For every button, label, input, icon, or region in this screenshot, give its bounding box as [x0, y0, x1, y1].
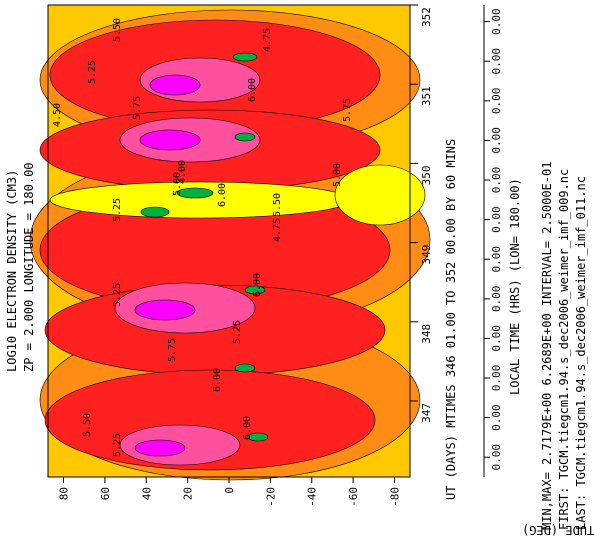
core-green: [232, 52, 258, 62]
lt-tick-label: 0.00: [490, 444, 503, 471]
last-file-text: LAST: TGCM.tiegcm1.94.s_dec2006_weimer_i…: [574, 175, 588, 530]
contour-label: 6.00: [247, 78, 258, 102]
contour-label: 5.00: [332, 163, 343, 187]
first-file-text: FIRST: TGCM.tiegcm1.94.s_dec2006_weimer_…: [557, 168, 571, 530]
contour-label: 6.00: [217, 183, 228, 207]
lat-tick-label: -80: [388, 487, 401, 507]
lt-tick-label: 0.00: [490, 365, 503, 392]
band-magenta: [139, 129, 201, 151]
lat-tick-label: 20: [182, 487, 195, 500]
lt-tick-label: 0.00: [490, 88, 503, 115]
band-yellow: [334, 164, 426, 226]
band-magenta: [134, 439, 186, 457]
core-green: [244, 285, 266, 295]
lt-tick-label: 0.00: [490, 404, 503, 431]
contour-label: 5.75: [167, 338, 178, 362]
contour-label: 5.25: [112, 283, 123, 307]
lt-tick-label: 0.00: [490, 206, 503, 233]
contour-field: [29, 5, 431, 481]
lat-tick-label: -60: [347, 487, 360, 507]
core-green: [247, 432, 269, 442]
ut-tick-label: 352: [420, 7, 433, 27]
contour-label: 5.50: [82, 413, 93, 437]
contour-label: 5.50: [112, 18, 123, 42]
ut-tick-label: 347: [420, 403, 433, 423]
band-magenta: [134, 299, 196, 321]
contour-label: 5.75: [342, 98, 353, 122]
band-yellow: [49, 181, 351, 219]
lt-tick-label: 0.00: [490, 167, 503, 194]
contour-label: 5.25: [112, 198, 123, 222]
lat-tick-label: -40: [306, 487, 319, 507]
contour-labels: 5.505.255.756.004.754.504.005.005.256.00…: [52, 18, 353, 457]
contour-label: 4.75: [262, 28, 273, 52]
contour-label: 5.00: [172, 172, 183, 196]
contour-label: 4.75: [272, 218, 283, 242]
contour-label: 4.50: [52, 103, 63, 127]
lt-tick-label: 0.00: [490, 48, 503, 75]
lat-tick-label: 60: [99, 487, 112, 500]
minmax-text: MIN,MAX= 2.7179E+00 6.2689E+00 INTERVAL=…: [540, 161, 554, 530]
contour-label: 5.75: [132, 96, 143, 120]
lt-tick-label: 0.00: [490, 286, 503, 313]
lat-tick-label: -20: [264, 487, 277, 507]
lt-tick-label: 0.00: [490, 246, 503, 273]
lt-tick-label: 0.00: [490, 127, 503, 154]
contour-label: 6.00: [252, 273, 263, 297]
lat-tick-label: 0: [223, 487, 236, 494]
plot-axes: 80 60 40 20 0 -20 -40 -60 -80 347 348 349 350 351 352 0…: [47, 4, 503, 507]
core-green: [140, 206, 170, 218]
contour-label: 4.00: [177, 160, 188, 184]
contour-label: 5.25: [87, 60, 98, 84]
ut-tick-label: 348: [420, 324, 433, 344]
ut-tick-label: 350: [420, 165, 433, 185]
ut-tick-label: 349: [420, 245, 433, 265]
contour-label: 6.00: [212, 368, 223, 392]
band-magenta: [149, 74, 201, 96]
local-time-label: LOCAL TIME (HRS) (LON= 180.00): [508, 178, 522, 395]
contour-label: 5.50: [272, 193, 283, 217]
core-green: [234, 363, 256, 373]
contour-label: 6.00: [242, 416, 253, 440]
lt-tick-label: 0.00: [490, 325, 503, 352]
contour-label: 5.25: [232, 320, 243, 344]
chart-subtitle: ZP = 2.000 LONGITUDE = 180.00: [22, 162, 36, 372]
lat-tick-label: 40: [140, 487, 153, 500]
x-axis-label: UT (DAYS) MTIMES 346 01.00 TO 352 00.00 …: [444, 138, 458, 500]
lat-tick-label: 80: [58, 487, 71, 500]
chart-title: LOG10 ELECTRON DENSITY (CM3): [5, 169, 19, 372]
core-green: [234, 132, 256, 142]
core-green: [176, 187, 214, 199]
contour-label: 5.25: [112, 433, 123, 457]
lt-tick-label: 0.00: [490, 8, 503, 35]
ut-tick-label: 351: [420, 86, 433, 106]
